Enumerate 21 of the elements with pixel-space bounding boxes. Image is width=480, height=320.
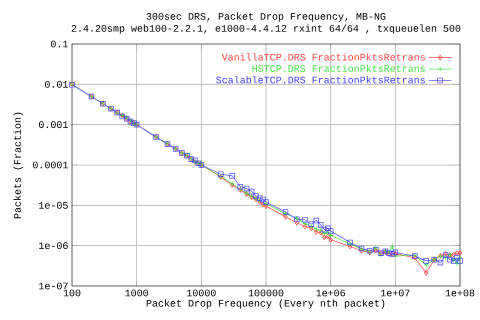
legend-label: VanillaTCP.DRS FractionPktsRetrans	[222, 53, 425, 61]
y-tick-label: 0.1	[51, 40, 68, 48]
chart-subtitle: 2.4.20smp web100-2.2.1, e1000-4.4.12 rxint 64/64 , txqueuelen 500	[72, 24, 460, 34]
x-tick-label: 1e+08	[446, 290, 474, 296]
y-axis-title: Packets (Fraction)	[13, 112, 23, 218]
x-tick-label: 10000	[187, 290, 216, 296]
y-tick-label: 1e-05	[39, 202, 68, 209]
x-axis-title: Packet Drop Frequency (Every nth packet)	[146, 299, 384, 309]
chart-title: 300sec DRS, Packet Drop Frequency, MB-NG	[146, 12, 386, 22]
y-tick-label: 0.001	[39, 121, 68, 128]
y-tick-label: 0.0001	[33, 162, 68, 168]
y-tick-label: 0.01	[45, 80, 68, 88]
x-tick-label: 1e+06	[316, 290, 346, 296]
x-tick-label: 100	[64, 290, 80, 296]
legend-label: ScalableTCP.DRS FractionPktsRetrans	[216, 76, 425, 84]
legend-label: HSTCP.DRS FractionPktsRetrans	[252, 64, 425, 72]
y-tick-label: 1e-06	[39, 242, 68, 250]
x-tick-label: 1e+07	[381, 290, 410, 296]
y-tick-label: 1e-07	[39, 282, 68, 290]
x-tick-label: 1000	[125, 290, 148, 296]
x-tick-label: 100000	[248, 290, 284, 296]
